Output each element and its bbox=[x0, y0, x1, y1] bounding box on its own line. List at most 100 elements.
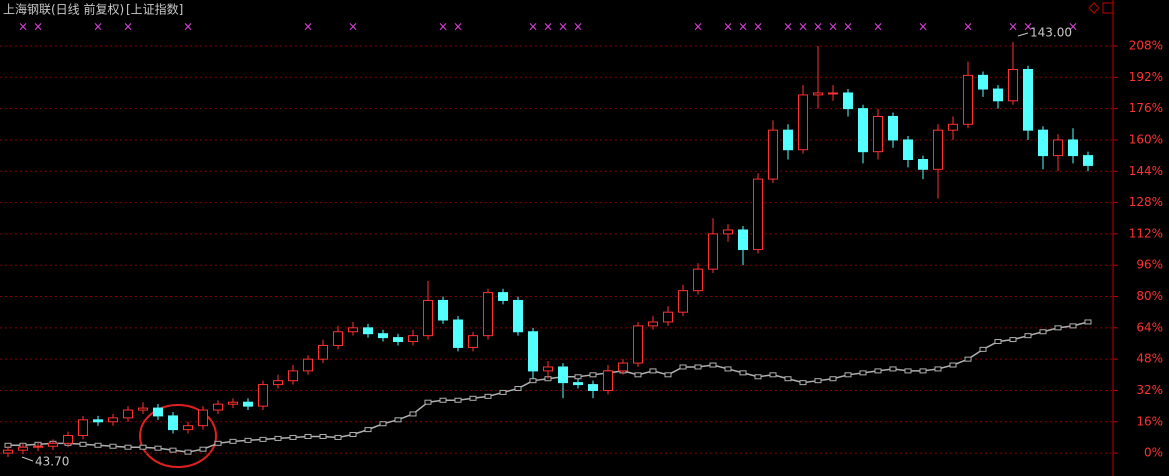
candle-body bbox=[543, 366, 553, 372]
candle-body bbox=[708, 233, 718, 270]
signal-marker: × bbox=[1023, 20, 1033, 34]
candle-body bbox=[648, 321, 658, 327]
candle-body bbox=[48, 442, 58, 447]
index-point bbox=[679, 364, 687, 370]
index-point bbox=[1084, 319, 1092, 325]
index-point bbox=[724, 366, 732, 372]
candle-body bbox=[483, 292, 493, 337]
index-point bbox=[274, 435, 282, 441]
candle-body bbox=[108, 417, 118, 423]
index-point bbox=[334, 434, 342, 440]
signal-marker: × bbox=[828, 20, 838, 34]
signal-marker: × bbox=[33, 20, 43, 34]
candle-body bbox=[573, 382, 583, 386]
signal-marker: × bbox=[918, 20, 928, 34]
annotation-line bbox=[1017, 32, 1029, 37]
y-tick-label: 32% bbox=[1136, 383, 1163, 397]
signal-marker: × bbox=[723, 20, 733, 34]
y-tick-label: 16% bbox=[1136, 414, 1163, 428]
index-point bbox=[484, 393, 492, 399]
y-tick-label: 208% bbox=[1129, 38, 1163, 52]
candle-body bbox=[633, 325, 643, 364]
index-point bbox=[694, 364, 702, 370]
index-point bbox=[94, 442, 102, 448]
candle-body bbox=[933, 129, 943, 170]
index-point bbox=[1009, 337, 1017, 343]
index-point bbox=[184, 449, 192, 455]
candle-body bbox=[1038, 129, 1048, 157]
index-point bbox=[754, 374, 762, 380]
index-point bbox=[469, 395, 477, 401]
candle-body bbox=[273, 380, 283, 386]
signal-marker: × bbox=[123, 20, 133, 34]
signal-marker: × bbox=[693, 20, 703, 34]
signal-marker: × bbox=[1008, 20, 1018, 34]
y-tick-label: 112% bbox=[1129, 226, 1163, 240]
index-point bbox=[739, 370, 747, 376]
index-point bbox=[259, 436, 267, 442]
index-point bbox=[859, 370, 867, 376]
candle-body bbox=[393, 337, 403, 343]
candle-body bbox=[903, 139, 913, 161]
candle-body bbox=[843, 92, 853, 110]
highlight-circle bbox=[139, 404, 217, 468]
annotation: 143.00 bbox=[1030, 26, 1072, 40]
index-point bbox=[499, 389, 507, 395]
candle-body bbox=[438, 299, 448, 321]
index-point bbox=[919, 368, 927, 374]
annotation-line bbox=[21, 456, 34, 462]
index-point bbox=[889, 366, 897, 372]
index-point bbox=[709, 362, 717, 368]
y-tick-label: 144% bbox=[1129, 164, 1163, 178]
index-point bbox=[574, 374, 582, 380]
y-tick-label: 0% bbox=[1144, 446, 1163, 460]
signal-marker: × bbox=[348, 20, 358, 34]
index-point bbox=[214, 440, 222, 446]
y-tick-label: 160% bbox=[1129, 132, 1163, 146]
candle-body bbox=[558, 366, 568, 384]
icon[interactable] bbox=[1088, 2, 1100, 14]
candle-body bbox=[588, 384, 598, 391]
index-point bbox=[979, 346, 987, 352]
index-point bbox=[319, 433, 327, 439]
y-tick-label: 192% bbox=[1129, 70, 1163, 84]
index-point bbox=[349, 432, 357, 438]
index-point bbox=[814, 378, 822, 384]
candle-body bbox=[408, 335, 418, 343]
signal-marker: × bbox=[873, 20, 883, 34]
index-point bbox=[964, 356, 972, 362]
chart-title: 上海钢联(日线 前复权) bbox=[3, 2, 124, 17]
index-point bbox=[994, 339, 1002, 345]
candle-body bbox=[348, 327, 358, 333]
index-point bbox=[634, 372, 642, 378]
index-point bbox=[874, 368, 882, 374]
index-point bbox=[844, 372, 852, 378]
candle-body bbox=[63, 434, 73, 444]
candle-body bbox=[303, 358, 313, 372]
candle-body bbox=[858, 108, 868, 153]
index-point bbox=[379, 421, 387, 427]
index-point bbox=[1054, 325, 1062, 331]
index-point bbox=[409, 411, 417, 417]
y-tick-label: 96% bbox=[1136, 258, 1163, 272]
y-tick-label: 48% bbox=[1136, 352, 1163, 366]
index-point bbox=[934, 366, 942, 372]
candle-body bbox=[318, 344, 328, 360]
signal-marker: × bbox=[963, 20, 973, 34]
index-point bbox=[124, 444, 132, 450]
candle-body bbox=[1008, 68, 1018, 102]
candle-body bbox=[798, 94, 808, 151]
index-point bbox=[664, 372, 672, 378]
candle-body bbox=[888, 115, 898, 141]
index-point bbox=[304, 433, 312, 439]
signal-marker: × bbox=[843, 20, 853, 34]
y-tick-label: 176% bbox=[1129, 101, 1163, 115]
candle-body bbox=[228, 401, 238, 405]
icon[interactable] bbox=[1102, 2, 1114, 14]
index-point bbox=[649, 368, 657, 374]
signal-marker: × bbox=[438, 20, 448, 34]
index-point bbox=[79, 441, 87, 447]
candle-body bbox=[198, 409, 208, 427]
candle-body bbox=[363, 327, 373, 335]
